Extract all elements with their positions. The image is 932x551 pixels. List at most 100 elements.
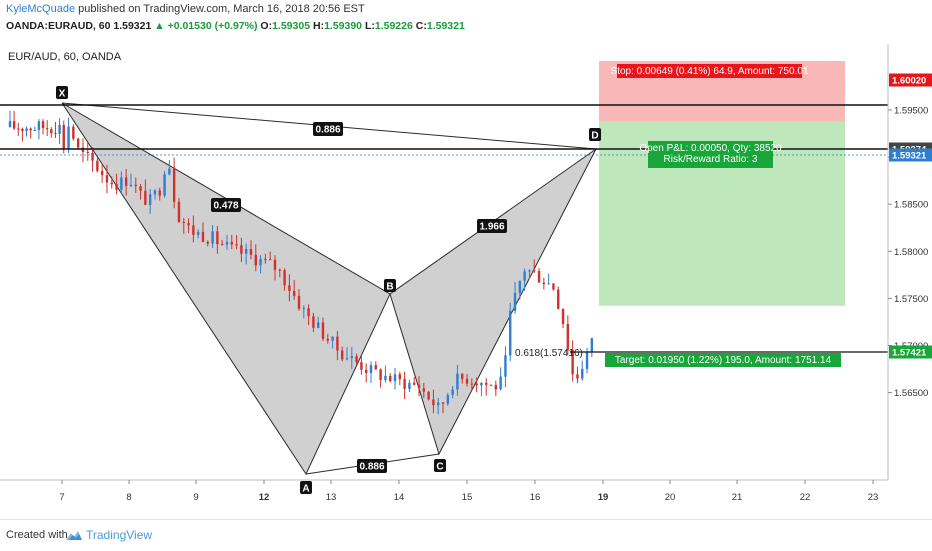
candle-body [225, 242, 229, 245]
price-chart[interactable]: EUR/AUD, 60, OANDA X A B C D 0.886 0.478 1.966 0.… [0, 40, 932, 519]
open-label: O: [260, 20, 273, 32]
tradingview-brand-link[interactable]: TradingView [86, 528, 153, 542]
chart-legend: EUR/AUD, 60, OANDA [8, 51, 122, 63]
candle-body [576, 374, 579, 379]
x-tick-label: 22 [800, 492, 811, 503]
candle-body [393, 374, 397, 382]
x-tick-label: 7 [59, 492, 64, 503]
last-price-tag-text: 1.59321 [892, 151, 927, 162]
candle-body [437, 402, 440, 406]
candle-body [360, 362, 363, 370]
candlestick-series [8, 110, 594, 415]
ratio-label-text: 0.886 [359, 462, 384, 473]
fib-level-label: 0.618(1.57416) [515, 348, 583, 359]
close-value: 1.59321 [426, 20, 465, 32]
x-tick-label: 13 [326, 492, 337, 503]
candle-body [196, 231, 200, 235]
candle-body [273, 259, 277, 270]
candle-body [561, 308, 565, 325]
candle-body [547, 283, 550, 285]
last-price-tag: 1.59321 [889, 148, 932, 162]
symbol-label: OANDA:EURAUD, 60 [6, 20, 111, 32]
ratio-label: 0.886 [357, 459, 387, 473]
ratio-label-bg [357, 459, 387, 473]
point-label-bg [56, 86, 68, 99]
target-label: Target: 0.01950 (1.22%) 195.0, Amount: 1… [605, 353, 841, 367]
candle-body [571, 349, 574, 375]
ratio-label-text: 0.886 [315, 125, 340, 136]
stop-label-text: Stop: 0.00649 (0.41%) 64.9, Amount: 750.… [611, 66, 809, 77]
point-label-bg [589, 128, 601, 141]
point-label-text: D [591, 131, 598, 142]
candle-body [499, 376, 502, 390]
x-tick-label: 12 [259, 492, 270, 503]
change-arrow-icon: ▲ [154, 20, 165, 32]
candle-body [316, 322, 320, 328]
bcd-triangle [389, 148, 597, 456]
candle-body [76, 138, 80, 148]
candle-body [345, 358, 349, 360]
open-pnl-label-bg [648, 141, 773, 168]
y-tick-label: 1.57500 [894, 294, 928, 305]
y-tick-label: 1.58000 [894, 247, 928, 258]
candle-body [398, 374, 402, 380]
candle-body [413, 382, 416, 385]
candle-body [220, 244, 224, 246]
target-label-bg [605, 353, 841, 367]
candle-body [8, 121, 12, 127]
point-label-text: C [436, 462, 443, 473]
open-value: 1.59305 [272, 20, 311, 32]
candle-body [67, 126, 70, 149]
candle-body [54, 133, 57, 135]
candle-body [129, 184, 133, 187]
stop-label: Stop: 0.00649 (0.41%) 64.9, Amount: 750.… [611, 64, 809, 78]
tradingview-logo-icon[interactable] [65, 528, 83, 542]
pattern-point-b: B [384, 279, 396, 293]
ratio-label-text: 1.966 [479, 222, 504, 233]
candle-body [288, 285, 291, 292]
candle-body [206, 241, 209, 244]
stop-label-bg [617, 64, 802, 78]
candle-body [307, 308, 310, 317]
candle-body [533, 270, 536, 272]
chart-axes: 1.565001.570001.575001.580001.585001.590… [0, 44, 932, 503]
open-pnl-label: Open P&L: 0.00050, Qty: 38520Risk/Reward… [639, 141, 782, 168]
candle-body [33, 129, 36, 131]
candle-body [163, 174, 166, 196]
author-link[interactable]: KyleMcQuade [6, 3, 76, 15]
candle-body [153, 190, 157, 195]
candle-body [37, 121, 41, 130]
chart-labels: EUR/AUD, 60, OANDA X A B C D 0.886 0.478 1.966 0.… [8, 51, 841, 495]
candle-body [470, 383, 474, 385]
candle-body [25, 128, 28, 131]
candle-body [340, 350, 344, 360]
candle-body [96, 160, 99, 171]
publish-line: KyleMcQuade published on TradingView.com… [6, 3, 365, 15]
candle-body [278, 269, 281, 271]
candle-body [86, 151, 89, 153]
candle-body [110, 182, 113, 185]
candle-body [148, 194, 152, 205]
candle-body [350, 356, 354, 359]
x-tick-label: 16 [530, 492, 541, 503]
candle-body [518, 280, 522, 294]
candle-body [552, 283, 555, 290]
candle-body [115, 184, 118, 190]
candle-body [172, 168, 176, 202]
pattern-point-a: A [300, 481, 312, 495]
candle-body [120, 177, 123, 190]
candle-body [254, 254, 257, 266]
candle-body [230, 242, 233, 245]
candle-body [408, 382, 411, 389]
ratio-label: 0.478 [211, 198, 241, 212]
target-price-tag: 1.57421 [889, 345, 932, 359]
candle-body [264, 258, 267, 260]
candle-body [557, 289, 560, 309]
xab-triangle [61, 102, 391, 476]
last-price: 1.59321 [113, 20, 152, 32]
candle-body [509, 310, 512, 356]
candle-body [312, 316, 315, 328]
ohlc-bar: OANDA:EURAUD, 60 1.59321 ▲ +0.01530 (+0.… [6, 20, 465, 32]
x-tick-label: 23 [868, 492, 879, 503]
candle-body [268, 259, 272, 261]
